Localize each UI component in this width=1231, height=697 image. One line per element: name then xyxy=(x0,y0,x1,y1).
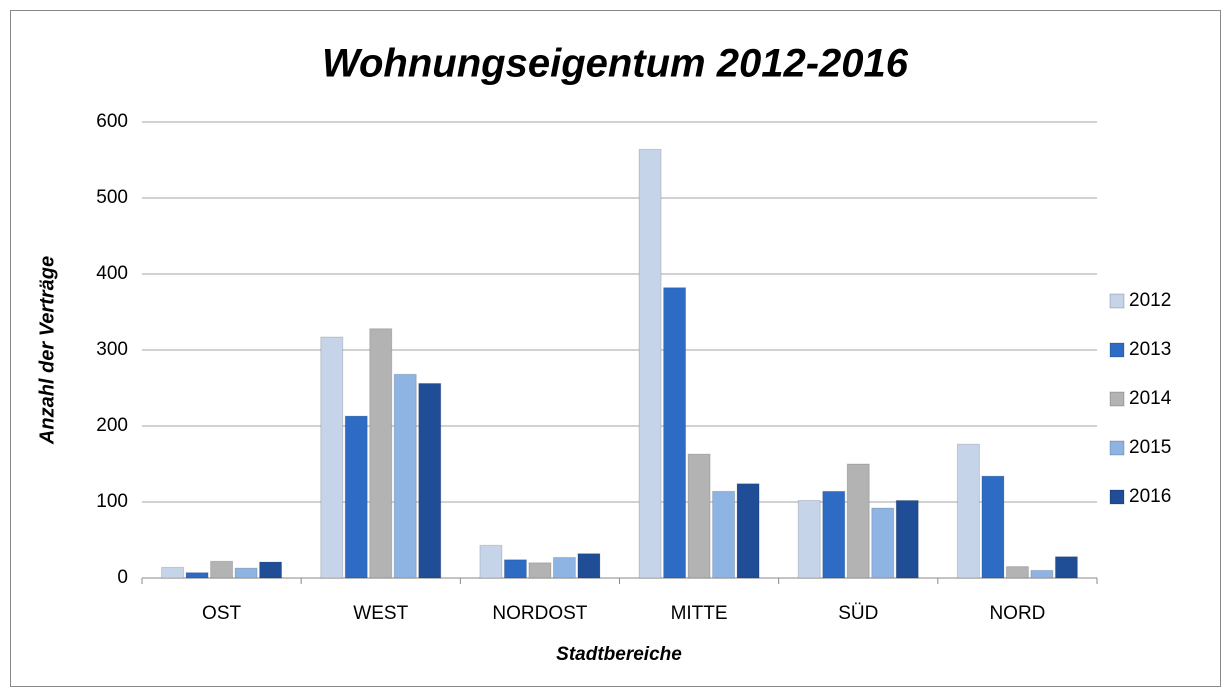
bar xyxy=(552,556,576,579)
bar xyxy=(479,544,503,579)
x-tick-label: NORD xyxy=(989,603,1045,624)
bar xyxy=(418,382,442,579)
x-tick-label: MITTE xyxy=(671,603,728,624)
y-axis-label: Anzahl der Verträge xyxy=(36,256,58,445)
bar xyxy=(528,562,552,579)
y-tick-label: 300 xyxy=(96,339,128,360)
y-tick-label: 400 xyxy=(96,263,128,284)
bar xyxy=(577,553,601,579)
bar xyxy=(797,499,821,579)
y-tick-label: 0 xyxy=(117,567,128,588)
bar xyxy=(736,483,760,579)
bar xyxy=(1005,566,1029,579)
bar xyxy=(663,287,687,579)
legend-label: 2016 xyxy=(1129,486,1171,507)
bar xyxy=(638,148,662,579)
x-axis-label: Stadtbereiche xyxy=(556,644,682,665)
y-tick-label: 200 xyxy=(96,415,128,436)
x-tick-label: SÜD xyxy=(838,603,878,624)
bar xyxy=(369,328,393,579)
chart-frame xyxy=(10,10,1221,687)
legend-label: 2015 xyxy=(1129,437,1171,458)
bar xyxy=(1030,569,1054,579)
legend-swatch xyxy=(1109,489,1125,505)
bar xyxy=(161,566,185,579)
bar xyxy=(344,415,368,579)
x-tick-label: NORDOST xyxy=(492,603,587,624)
y-tick-label: 500 xyxy=(96,187,128,208)
bar xyxy=(981,475,1005,579)
bar xyxy=(846,463,870,579)
bar xyxy=(687,453,711,579)
bar xyxy=(956,443,980,579)
legend-swatch xyxy=(1109,293,1125,309)
chart-title: Wohnungseigentum 2012-2016 xyxy=(322,42,909,86)
legend-label: 2012 xyxy=(1129,290,1171,311)
bar xyxy=(503,559,527,579)
bar xyxy=(712,490,736,579)
y-tick-label: 600 xyxy=(96,111,128,132)
x-tick-label: WEST xyxy=(353,603,408,624)
y-tick-label: 100 xyxy=(96,491,128,512)
legend-label: 2014 xyxy=(1129,388,1172,409)
bar xyxy=(393,373,417,579)
legend-label: 2013 xyxy=(1129,339,1171,360)
bar xyxy=(234,567,258,579)
bar xyxy=(185,572,209,579)
legend-swatch xyxy=(1109,391,1125,407)
x-tick-label: OST xyxy=(202,603,241,624)
bar xyxy=(210,560,234,579)
legend-swatch xyxy=(1109,342,1125,358)
legend-swatch xyxy=(1109,440,1125,456)
bar xyxy=(871,507,895,579)
bar xyxy=(895,499,919,579)
bar xyxy=(259,561,283,579)
bar xyxy=(1054,556,1078,579)
bar xyxy=(320,336,344,579)
bar xyxy=(822,490,846,579)
